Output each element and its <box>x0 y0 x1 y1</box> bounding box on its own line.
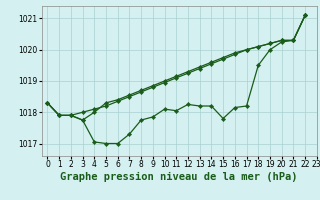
X-axis label: Graphe pression niveau de la mer (hPa): Graphe pression niveau de la mer (hPa) <box>60 172 298 182</box>
